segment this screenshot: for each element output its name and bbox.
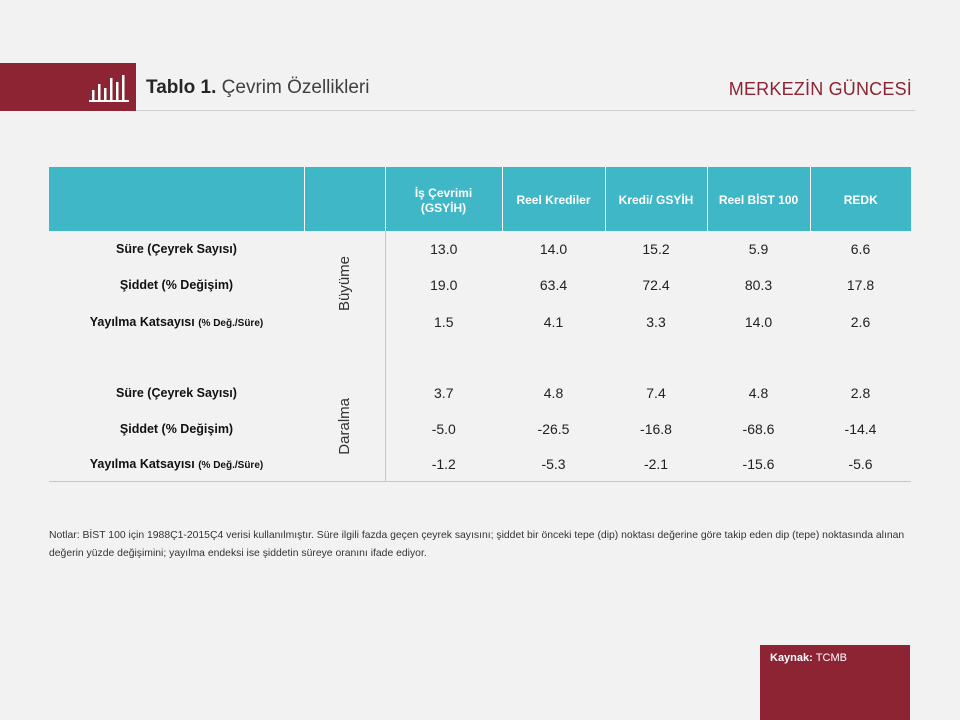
table-row: Şiddet (% Değişim) 19.0 63.4 72.4 80.3 1…: [49, 267, 911, 303]
column-header: REDK: [809, 167, 911, 231]
table-cell: -5.0: [384, 411, 502, 447]
table-cell: -5.6: [848, 456, 873, 472]
row-label: Süre (Çeyrek Sayısı): [116, 242, 237, 256]
table-cell: 14.0: [744, 313, 773, 330]
brand-logo-text: MERKEZİN GÜNCESİ: [728, 79, 912, 99]
row-label: Süre (Çeyrek Sayısı): [116, 386, 237, 400]
table-row: Şiddet (% Değişim) -5.0 -26.5 -16.8 -68.…: [49, 411, 911, 447]
table-cell: 6.6: [850, 241, 871, 257]
table-header-row: İş Çevrimi (GSYİH) Reel Krediler Kredi/ …: [49, 167, 911, 231]
cycle-characteristics-table: İş Çevrimi (GSYİH) Reel Krediler Kredi/ …: [49, 167, 911, 482]
table-row: Süre (Çeyrek Sayısı) Büyüme 13.0 14.0 15…: [49, 231, 911, 312]
table-cell: 2.6: [850, 313, 871, 330]
group-label-cell: Daralma: [304, 375, 385, 482]
row-label: Yayılma Katsayısı (% Değ./Süre): [49, 303, 304, 340]
source-value: TCMB: [815, 652, 847, 664]
table-cell: -16.8: [640, 421, 672, 437]
header-divider: [136, 110, 915, 111]
table-cell: 80.3: [744, 277, 773, 293]
table-cell: 5.9: [748, 241, 769, 257]
table-cell: 3.7: [384, 375, 502, 411]
table-row: Yayılma Katsayısı (% Değ./Süre) -1.2 -5.…: [49, 447, 911, 482]
group-label-contraction: Daralma: [335, 398, 353, 455]
table-cell: 4.8: [748, 385, 769, 401]
bar-chart-icon: [89, 73, 129, 103]
table-cell: 63.4: [539, 277, 568, 293]
table-cell: 72.4: [642, 277, 670, 293]
header-band: [0, 63, 136, 111]
column-header: Reel BİST 100: [706, 167, 810, 231]
header-cell-empty: [303, 167, 385, 231]
table-cell: -68.6: [742, 421, 775, 437]
table-cell: 17.8: [846, 277, 875, 293]
table-cell: 15.2: [642, 241, 670, 257]
table-notes: Notlar: BİST 100 için 1988Ç1-2015Ç4 veri…: [49, 530, 905, 559]
table-cell: -26.5: [537, 421, 570, 437]
source-box: Kaynak: TCMB: [760, 645, 910, 720]
group-label-cell: Büyüme: [304, 231, 385, 340]
row-label-main: Yayılma Katsayısı: [89, 457, 195, 471]
column-header: Reel Krediler: [501, 167, 605, 231]
table-cell: 13.0: [384, 231, 502, 267]
table-row: Süre (Çeyrek Sayısı) Daralma 3.7 4.8 7.4…: [49, 375, 911, 455]
source-label: Kaynak:: [770, 652, 813, 664]
row-label: Yayılma Katsayısı (% Değ./Süre): [49, 447, 304, 482]
title-number: Tablo 1.: [146, 77, 217, 98]
table-cell: 19.0: [384, 267, 502, 303]
table-cell: -5.3: [541, 456, 566, 472]
header-cell-empty: [49, 167, 304, 231]
row-label: Şiddet (% Değişim): [119, 422, 234, 436]
column-header: İş Çevrimi (GSYİH): [384, 167, 502, 231]
table-cell: 2.8: [850, 385, 871, 401]
table-cell: -2.1: [643, 456, 669, 472]
table-cell: 1.5: [384, 303, 502, 340]
table-cell: 4.8: [543, 385, 564, 401]
table-cell: 7.4: [646, 385, 666, 401]
column-header: Kredi/ GSYİH: [604, 167, 707, 231]
table-cell: 4.1: [543, 313, 564, 330]
table-cell: 14.0: [539, 241, 568, 257]
table-row: Yayılma Katsayısı (% Değ./Süre) 1.5 4.1 …: [49, 303, 911, 340]
table-cell: -15.6: [742, 456, 775, 472]
row-label-unit: (% Değ./Süre): [198, 317, 264, 329]
page-title: Tablo 1. Çevrim Özellikleri: [146, 75, 369, 101]
table-cell: -14.4: [844, 421, 877, 437]
spacer-row: [49, 340, 911, 375]
row-label: Şiddet (% Değişim): [119, 278, 234, 292]
group-label-growth: Büyüme: [335, 256, 353, 312]
table-cell: -1.2: [384, 447, 502, 482]
row-label-main: Yayılma Katsayısı: [89, 314, 195, 329]
title-text: Çevrim Özellikleri: [221, 77, 370, 98]
table-cell: 3.3: [646, 313, 666, 330]
row-label-unit: (% Değ./Süre): [198, 460, 264, 471]
